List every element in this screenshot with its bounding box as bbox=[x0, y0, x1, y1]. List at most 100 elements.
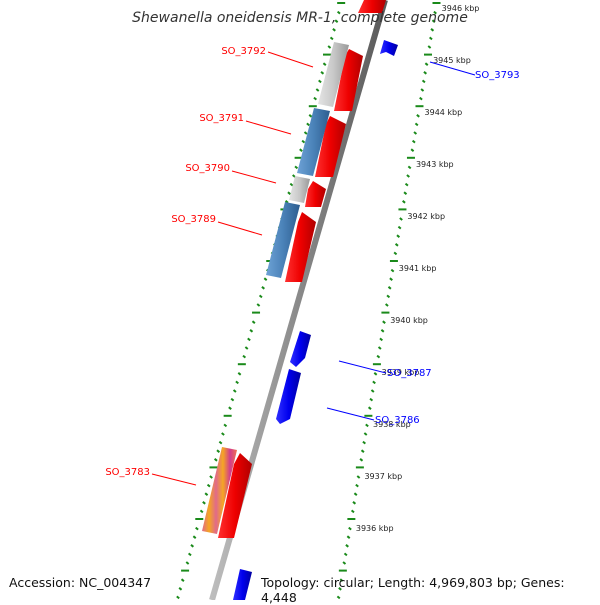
gene-label-so3790[interactable]: SO_3790 bbox=[185, 163, 230, 174]
outer-ruler-tick bbox=[373, 372, 378, 376]
outer-ruler-tick bbox=[363, 432, 368, 436]
tick-label: 3946 kbp bbox=[442, 4, 480, 13]
inner-ruler-tick bbox=[294, 165, 299, 170]
inner-ruler-tick bbox=[228, 406, 232, 410]
outer-ruler-tick bbox=[360, 449, 365, 453]
inner-ruler-tick bbox=[249, 329, 254, 333]
gene-forward-so3792[interactable] bbox=[334, 49, 363, 111]
outer-ruler-tick bbox=[389, 277, 393, 281]
gene-label-so3792[interactable]: SO_3792 bbox=[221, 46, 266, 57]
tick-label: 3940 kbp bbox=[390, 316, 428, 325]
inner-ruler-tick bbox=[292, 174, 296, 178]
outer-ruler-tick bbox=[396, 234, 401, 238]
cog-block-so3790 bbox=[289, 176, 310, 203]
inner-ruler-tick bbox=[202, 501, 206, 505]
outer-ruler-tick bbox=[416, 114, 420, 118]
inner-ruler-tick bbox=[329, 36, 334, 41]
inner-ruler-tick bbox=[322, 62, 327, 66]
genome-title: Shewanella oneidensis MR-1, complete gen… bbox=[132, 10, 468, 26]
inner-ruler-tick bbox=[213, 458, 218, 462]
outer-ruler-tick bbox=[350, 509, 355, 514]
tick-label: 3939 kbp bbox=[382, 368, 420, 377]
gene-label-so3783[interactable]: SO_3783 bbox=[105, 467, 150, 478]
cog-block-so3783 bbox=[202, 447, 237, 534]
outer-ruler-tick bbox=[336, 595, 341, 600]
gene-reverse-bottom[interactable] bbox=[233, 569, 252, 600]
outer-ruler-tick bbox=[346, 535, 351, 539]
gene-forward-so3791[interactable] bbox=[315, 116, 346, 177]
outer-ruler-tick bbox=[352, 501, 357, 505]
outer-ruler-tick bbox=[386, 294, 391, 299]
cog-block-so3789 bbox=[266, 202, 300, 278]
gene-forward-top[interactable] bbox=[358, 0, 386, 13]
outer-ruler-tick bbox=[369, 397, 374, 402]
gene-label-so3791[interactable]: SO_3791 bbox=[199, 113, 244, 124]
outer-ruler-tick bbox=[338, 587, 342, 591]
outer-ruler-tick bbox=[377, 346, 382, 350]
inner-ruler-tick bbox=[190, 544, 195, 548]
outer-ruler-tick bbox=[419, 96, 423, 101]
outer-ruler-tick bbox=[394, 243, 399, 247]
outer-ruler-tick bbox=[411, 139, 416, 144]
gene-label-so3787[interactable]: SO_3787 bbox=[387, 368, 432, 379]
inner-ruler-tick bbox=[299, 148, 303, 152]
gene-label-so3786[interactable]: SO_3786 bbox=[375, 415, 420, 426]
outer-ruler-tick bbox=[382, 320, 386, 324]
tick-label: 3942 kbp bbox=[407, 212, 445, 221]
tick-label: 3936 kbp bbox=[356, 524, 394, 533]
inner-ruler-tick bbox=[209, 475, 213, 479]
tick-label: 3945 kbp bbox=[433, 56, 471, 65]
outer-ruler-tick bbox=[428, 36, 433, 41]
outer-tick-ruler bbox=[336, 2, 441, 600]
inner-ruler-tick bbox=[244, 346, 249, 350]
outer-ruler-tick bbox=[414, 122, 419, 127]
outer-ruler-tick bbox=[421, 79, 426, 84]
outer-ruler-tick bbox=[404, 182, 409, 187]
gene-label-so3793[interactable]: SO_3793 bbox=[475, 70, 520, 81]
outer-ruler-tick bbox=[397, 225, 402, 230]
leader-so3790 bbox=[231, 170, 277, 184]
gene-reverse-so3787[interactable] bbox=[290, 331, 311, 367]
leader-so3787 bbox=[338, 360, 387, 374]
inner-ruler-tick bbox=[301, 139, 306, 144]
gene-forward-so3783[interactable] bbox=[218, 453, 252, 538]
leader-so3789 bbox=[217, 221, 263, 236]
leader-so3783 bbox=[151, 473, 197, 486]
inner-ruler-tick bbox=[235, 380, 239, 385]
inner-ruler-tick bbox=[242, 354, 247, 359]
gene-reverse-so3793[interactable] bbox=[380, 40, 398, 56]
inner-ruler-tick bbox=[303, 131, 308, 135]
inner-ruler-tick bbox=[318, 79, 322, 84]
outer-ruler-tick bbox=[367, 406, 372, 410]
outer-ruler-tick bbox=[430, 28, 435, 32]
outer-ruler-tick bbox=[433, 10, 437, 15]
leader-so3793 bbox=[429, 61, 476, 76]
inner-ruler-tick bbox=[237, 372, 242, 376]
outer-ruler-tick bbox=[424, 62, 429, 66]
inner-ruler-tick bbox=[195, 526, 199, 531]
inner-ruler-tick bbox=[216, 449, 221, 453]
topology-text: Topology: circular; Length: 4,969,803 bp… bbox=[261, 575, 565, 605]
outer-ruler-tick bbox=[359, 458, 364, 462]
inner-ruler-tick bbox=[327, 45, 332, 49]
leader-so3792 bbox=[267, 51, 314, 68]
gene-label-so3789[interactable]: SO_3789 bbox=[171, 214, 216, 225]
inner-ruler-tick bbox=[185, 561, 190, 565]
outer-ruler-tick bbox=[393, 251, 398, 256]
cog-block-so3791 bbox=[297, 108, 330, 176]
outer-ruler-tick bbox=[402, 200, 406, 204]
gene-forward-so3789[interactable] bbox=[285, 212, 316, 282]
gene-reverse-so3786[interactable] bbox=[276, 369, 301, 424]
outer-ruler-tick bbox=[427, 45, 432, 49]
inner-ruler-tick bbox=[199, 509, 204, 514]
accession-text: Accession: NC_004347 bbox=[9, 575, 152, 590]
outer-ruler-tick bbox=[431, 19, 436, 23]
inner-ruler-tick bbox=[230, 397, 235, 402]
gene-forward-so3790[interactable] bbox=[305, 181, 326, 207]
leader-so3791 bbox=[245, 120, 292, 135]
tick-label-group: 3946 kbp 3945 kbp 3944 kbp 3943 kbp 3942 kbp… bbox=[356, 4, 480, 533]
inner-ruler-tick bbox=[221, 432, 225, 436]
outer-ruler-tick bbox=[384, 303, 389, 307]
outer-ruler-tick bbox=[339, 578, 344, 582]
